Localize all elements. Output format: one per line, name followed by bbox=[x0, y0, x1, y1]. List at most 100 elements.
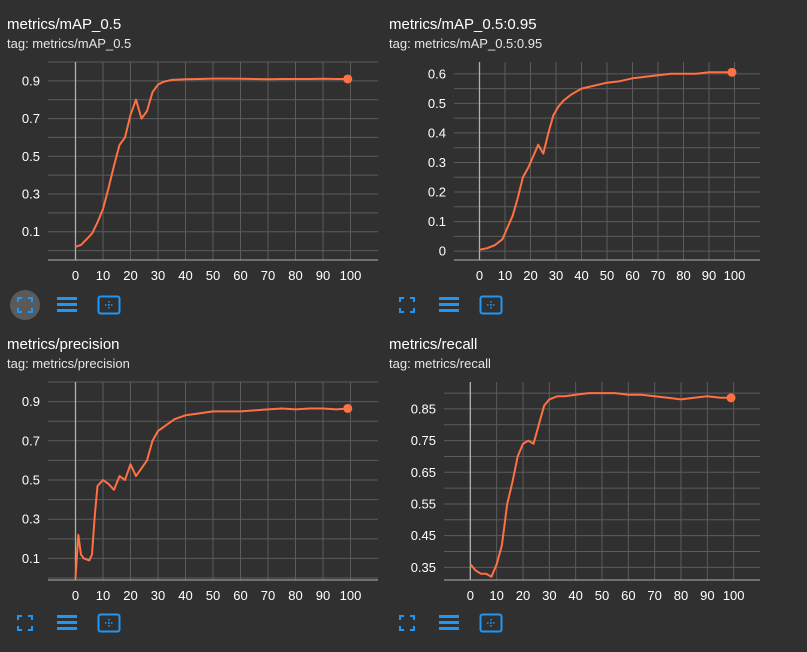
x-tick-label: 10 bbox=[96, 268, 110, 283]
line-chart[interactable]: 0 10 20 30 40 50 60 70 80 90 100 0.1 0.3 0.5 0.7 0.9 bbox=[0, 0, 400, 300]
chart-card-recall: metrics/recall tag: metrics/recall 0 10 20… bbox=[382, 320, 782, 640]
fit-domain-button[interactable] bbox=[476, 608, 506, 638]
line-chart[interactable]: 0 10 20 30 40 50 60 70 80 90 100 0 0.1 0.2 0.3 0.4 0.5 0.… bbox=[382, 0, 782, 300]
y-tick-label: 0.3 bbox=[22, 512, 40, 527]
x-tick-label: 50 bbox=[600, 268, 614, 283]
x-tick-label: 40 bbox=[568, 588, 582, 603]
series-last-point bbox=[726, 393, 736, 403]
y-tick-label: 0 bbox=[439, 244, 446, 259]
x-tick-label: 90 bbox=[316, 588, 330, 603]
y-tick-label: 0.6 bbox=[428, 66, 446, 81]
fit-domain-icon bbox=[97, 295, 121, 315]
x-tick-label: 20 bbox=[516, 588, 530, 603]
y-tick-label: 0.75 bbox=[411, 433, 436, 448]
series-line bbox=[469, 392, 731, 578]
line-chart[interactable]: 0 10 20 30 40 50 60 70 80 90 100 0.1 0.3 0.5 0.7 0.9 bbox=[0, 320, 400, 620]
series-last-point bbox=[727, 67, 737, 77]
toggle-y-log-icon bbox=[56, 614, 78, 632]
card-tag: tag: metrics/precision bbox=[7, 356, 130, 371]
toggle-y-log-icon bbox=[438, 296, 460, 314]
y-tick-label: 0.1 bbox=[22, 224, 40, 239]
x-tick-label: 100 bbox=[340, 268, 362, 283]
fit-domain-icon bbox=[479, 295, 503, 315]
card-title: metrics/precision bbox=[7, 336, 120, 353]
y-tick-label: 0.9 bbox=[22, 73, 40, 88]
chart-card-map05095: metrics/mAP_0.5:0.95 tag: metrics/mAP_0.… bbox=[382, 0, 782, 320]
x-tick-label: 0 bbox=[72, 268, 79, 283]
fit-domain-button[interactable] bbox=[94, 608, 124, 638]
x-tick-label: 100 bbox=[724, 268, 746, 283]
x-tick-label: 10 bbox=[489, 588, 503, 603]
x-tick-label: 20 bbox=[523, 268, 537, 283]
x-tick-label: 60 bbox=[233, 588, 247, 603]
x-tick-label: 30 bbox=[151, 588, 165, 603]
chart-card-precision: metrics/precision tag: metrics/precision… bbox=[0, 320, 400, 640]
fit-domain-button[interactable] bbox=[94, 290, 124, 320]
y-tick-label: 0.5 bbox=[22, 149, 40, 164]
y-tick-label: 0.55 bbox=[411, 496, 436, 511]
fullscreen-icon bbox=[398, 614, 416, 632]
y-tick-label: 0.45 bbox=[411, 528, 436, 543]
x-tick-label: 80 bbox=[676, 268, 690, 283]
fullscreen-button[interactable] bbox=[10, 290, 40, 320]
y-tick-label: 0.85 bbox=[411, 401, 436, 416]
x-tick-label: 60 bbox=[625, 268, 639, 283]
y-tick-label: 0.1 bbox=[428, 214, 446, 229]
x-tick-label: 70 bbox=[261, 268, 275, 283]
x-tick-label: 90 bbox=[316, 268, 330, 283]
x-tick-label: 60 bbox=[621, 588, 635, 603]
chart-toolbar bbox=[392, 608, 506, 638]
x-tick-label: 30 bbox=[151, 268, 165, 283]
x-tick-label: 60 bbox=[233, 268, 247, 283]
line-chart[interactable]: 0 10 20 30 40 50 60 70 80 90 100 0.35 0.45 0.55 0.65 0.… bbox=[382, 320, 782, 620]
series-raw-line bbox=[479, 71, 732, 251]
x-tick-label: 40 bbox=[178, 268, 192, 283]
toggle-y-log-icon bbox=[56, 296, 78, 314]
y-tick-label: 0.65 bbox=[411, 465, 436, 480]
x-tick-label: 0 bbox=[72, 588, 79, 603]
card-title: metrics/recall bbox=[389, 336, 478, 353]
toggle-y-log-button[interactable] bbox=[52, 290, 82, 320]
y-tick-label: 0.5 bbox=[22, 473, 40, 488]
fullscreen-button[interactable] bbox=[392, 290, 422, 320]
y-tick-label: 0.3 bbox=[428, 155, 446, 170]
x-tick-label: 50 bbox=[206, 268, 220, 283]
x-tick-label: 100 bbox=[723, 588, 745, 603]
fullscreen-button[interactable] bbox=[10, 608, 40, 638]
y-tick-label: 0.4 bbox=[428, 125, 446, 140]
series-last-point bbox=[343, 403, 353, 413]
y-tick-label: 0.9 bbox=[22, 394, 40, 409]
x-tick-label: 10 bbox=[498, 268, 512, 283]
toggle-y-log-button[interactable] bbox=[434, 608, 464, 638]
fit-domain-icon bbox=[479, 613, 503, 633]
fit-domain-icon bbox=[97, 613, 121, 633]
chart-card-map05: metrics/mAP_0.5 tag: metrics/mAP_0.5 0 10… bbox=[0, 0, 400, 320]
x-tick-label: 40 bbox=[574, 268, 588, 283]
fullscreen-button[interactable] bbox=[392, 608, 422, 638]
fullscreen-icon bbox=[398, 296, 416, 314]
x-tick-label: 50 bbox=[595, 588, 609, 603]
chart-toolbar bbox=[10, 608, 124, 638]
toggle-y-log-icon bbox=[438, 614, 460, 632]
x-tick-label: 70 bbox=[647, 588, 661, 603]
series-line bbox=[479, 71, 732, 251]
x-tick-label: 90 bbox=[700, 588, 714, 603]
toggle-y-log-button[interactable] bbox=[434, 290, 464, 320]
x-tick-label: 40 bbox=[178, 588, 192, 603]
x-tick-label: 80 bbox=[288, 268, 302, 283]
y-tick-label: 0.7 bbox=[22, 111, 40, 126]
x-tick-label: 80 bbox=[288, 588, 302, 603]
series-raw-line bbox=[75, 78, 348, 248]
toggle-y-log-button[interactable] bbox=[52, 608, 82, 638]
x-tick-label: 30 bbox=[549, 268, 563, 283]
x-tick-label: 10 bbox=[96, 588, 110, 603]
x-tick-label: 100 bbox=[340, 588, 362, 603]
y-tick-label: 0.5 bbox=[428, 96, 446, 111]
x-tick-label: 20 bbox=[123, 268, 137, 283]
chart-toolbar bbox=[10, 290, 124, 320]
x-tick-label: 30 bbox=[542, 588, 556, 603]
series-raw-line bbox=[75, 407, 348, 579]
x-tick-label: 80 bbox=[674, 588, 688, 603]
x-tick-label: 0 bbox=[467, 588, 474, 603]
fit-domain-button[interactable] bbox=[476, 290, 506, 320]
